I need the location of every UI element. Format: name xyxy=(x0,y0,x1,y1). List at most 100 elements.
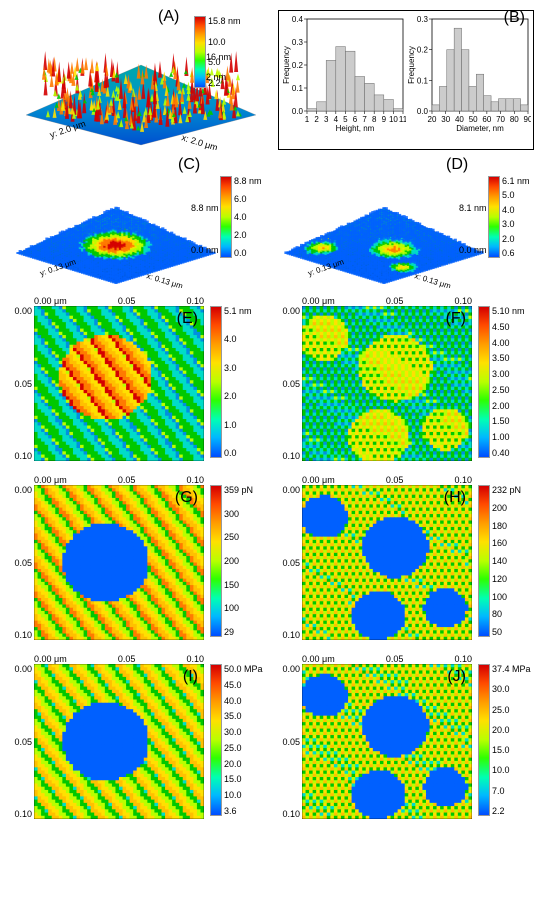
svg-text:60: 60 xyxy=(482,115,491,124)
y-tick: 0.10 xyxy=(274,809,300,819)
svg-text:9: 9 xyxy=(382,115,387,124)
panel-f: 0.00 μm 0.05 0.10 0.00 0.05 0.10 (F) 5.10 nm4.5… xyxy=(274,296,534,461)
panel-a: (A) y: 2.0 μm x: 2.0 μm 16 nm 2 nm 15.8 … xyxy=(6,10,266,150)
svg-text:20: 20 xyxy=(428,115,437,124)
svg-text:0.2: 0.2 xyxy=(417,46,429,55)
svg-text:30: 30 xyxy=(441,115,450,124)
y-tick: 0.05 xyxy=(274,558,300,568)
panel-b: (B) 0.00.10.20.30.41234567891011Height, … xyxy=(278,10,534,150)
svg-text:6: 6 xyxy=(353,115,358,124)
svg-text:1: 1 xyxy=(305,115,310,124)
heatmap-i xyxy=(34,664,204,819)
svg-text:50: 50 xyxy=(469,115,478,124)
x-tick: 0.10 xyxy=(454,475,472,485)
y-tick: 0.05 xyxy=(6,379,32,389)
x-tick: 0.10 xyxy=(186,654,204,664)
colorbar-c: 8.8 nm6.04.02.00.0 xyxy=(220,176,262,258)
x-tick: 0.10 xyxy=(186,296,204,306)
svg-text:Frequency: Frequency xyxy=(282,46,291,84)
svg-text:0.1: 0.1 xyxy=(292,84,304,93)
svg-text:5: 5 xyxy=(343,115,348,124)
y-tick: 0.10 xyxy=(274,630,300,640)
svg-text:10: 10 xyxy=(389,115,398,124)
cb-a-t0: 10.0 xyxy=(208,37,241,47)
panel-h-label: (H) xyxy=(444,489,466,507)
svg-text:0.0 nm: 0.0 nm xyxy=(191,245,219,255)
svg-text:Height, nm: Height, nm xyxy=(336,124,375,133)
y-tick: 0.05 xyxy=(6,737,32,747)
svg-text:Frequency: Frequency xyxy=(407,46,416,84)
y-tick: 0.05 xyxy=(274,737,300,747)
y-tick: 0.10 xyxy=(274,451,300,461)
x-tick: 0.00 μm xyxy=(34,296,67,306)
panel-c-label: (C) xyxy=(178,156,200,174)
panel-c: (C) 8.8 nm0.0 nmy: 0.13 μmx: 0.13 μm 8.8… xyxy=(6,158,266,288)
x-tick: 0.00 μm xyxy=(302,475,335,485)
y-tick: 0.00 xyxy=(274,485,300,495)
panel-j: 0.00 μm0.050.100.000.050.10(J)37.4 MPa30… xyxy=(274,654,534,819)
svg-text:Diameter, nm: Diameter, nm xyxy=(456,124,504,133)
colorbar-g: 359 pN30025020015010029 xyxy=(210,485,253,640)
colorbar-f: 5.10 nm4.504.003.503.002.502.001.501.000… xyxy=(478,306,525,461)
y-tick: 0.10 xyxy=(6,451,32,461)
svg-text:70: 70 xyxy=(496,115,505,124)
svg-text:2: 2 xyxy=(314,115,319,124)
svg-text:80: 80 xyxy=(510,115,519,124)
heatmap-e xyxy=(34,306,204,461)
colorbar-h: 232 pN2001801601401201008050 xyxy=(478,485,521,640)
y-tick: 0.10 xyxy=(6,630,32,640)
cb-a-t2: 2.2 xyxy=(208,78,241,88)
x-tick: 0.10 xyxy=(454,296,472,306)
heatmap-h xyxy=(302,485,472,640)
svg-text:0.4: 0.4 xyxy=(292,15,304,24)
colorbar-e: 5.1 nm4.03.02.01.00.0 xyxy=(210,306,252,461)
svg-text:0.0 nm: 0.0 nm xyxy=(459,245,487,255)
y-tick: 0.00 xyxy=(274,306,300,316)
x-tick: 0.05 xyxy=(118,296,136,306)
panel-g-label: (G) xyxy=(175,489,198,507)
panel-b-label: (B) xyxy=(504,9,525,27)
histogram-diameter: 0.00.10.20.32030405060708090Diameter, nm… xyxy=(406,13,531,133)
panel-j-label: (J) xyxy=(447,668,466,686)
svg-text:4: 4 xyxy=(334,115,339,124)
svg-text:11: 11 xyxy=(399,115,406,124)
colorbar-gradient xyxy=(194,16,206,88)
y-tick: 0.00 xyxy=(6,485,32,495)
x-tick: 0.00 μm xyxy=(34,654,67,664)
colorbar-j: 37.4 MPa30.025.020.015.010.07.02.2 xyxy=(478,664,531,819)
panel-e: 0.00 μm0.050.100.000.050.10(E)5.1 nm4.03… xyxy=(6,296,266,461)
x-tick: 0.00 μm xyxy=(34,475,67,485)
x-tick: 0.00 μm xyxy=(302,296,335,306)
panel-g: 0.00 μm0.050.100.000.050.10(G)359 pN3002… xyxy=(6,475,266,640)
heatmap-f xyxy=(302,306,472,461)
svg-text:x: 0.13 μm: x: 0.13 μm xyxy=(145,271,184,288)
panel-a-label: (A) xyxy=(158,8,179,26)
y-tick: 0.00 xyxy=(6,306,32,316)
svg-text:x: 0.13 μm: x: 0.13 μm xyxy=(413,271,452,288)
svg-text:40: 40 xyxy=(455,115,464,124)
histogram-height: 0.00.10.20.30.41234567891011Height, nmFr… xyxy=(281,13,406,133)
panel-f-label: (F) xyxy=(446,310,466,328)
x-tick: 0.00 μm xyxy=(302,654,335,664)
y-tick: 0.00 xyxy=(6,664,32,674)
svg-text:0.3: 0.3 xyxy=(417,15,429,24)
x-tick: 0.05 xyxy=(118,475,136,485)
panel-i-label: (I) xyxy=(183,668,198,686)
x-tick: 0.05 xyxy=(118,654,136,664)
svg-text:90: 90 xyxy=(524,115,531,124)
svg-text:0.0: 0.0 xyxy=(292,107,304,116)
x-tick: 0.10 xyxy=(454,654,472,664)
svg-text:7: 7 xyxy=(362,115,367,124)
heatmap-j xyxy=(302,664,472,819)
svg-text:8: 8 xyxy=(372,115,377,124)
x-tick: 0.05 xyxy=(386,296,404,306)
panel-d: (D) 8.1 nm0.0 nmy: 0.13 μmx: 0.13 μm 6.1… xyxy=(274,158,534,288)
cb-a-t1: 5.0 xyxy=(208,57,241,67)
y-tick: 0.05 xyxy=(274,379,300,389)
svg-text:0.2: 0.2 xyxy=(292,61,304,70)
cb-a-max: 15.8 nm xyxy=(208,16,241,26)
panel-d-label: (D) xyxy=(446,156,468,174)
svg-text:0.1: 0.1 xyxy=(417,76,429,85)
panel-i: 0.00 μm0.050.100.000.050.10(I)50.0 MPa45… xyxy=(6,654,266,819)
svg-text:0.3: 0.3 xyxy=(292,38,304,47)
